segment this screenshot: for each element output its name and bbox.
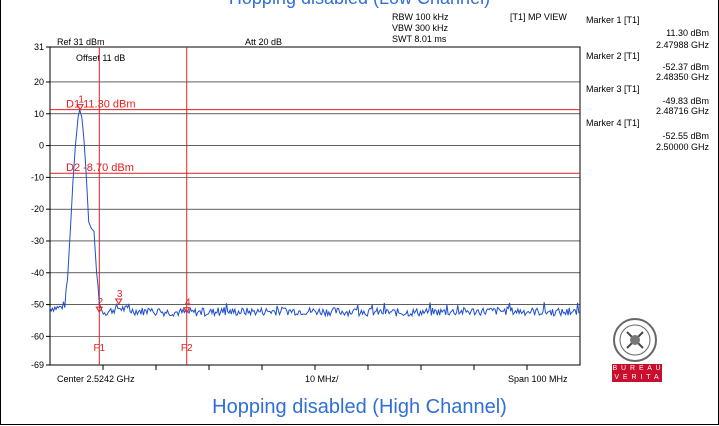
y-tick-label: -50 <box>31 300 44 310</box>
marker-4-symbol <box>182 307 191 314</box>
marker-3-label: 3 <box>117 289 123 300</box>
marker-1-level: 11.30 dBm <box>666 28 709 38</box>
mode-label: [T1] MP VIEW <box>510 12 567 22</box>
y-tick-label: 31 <box>34 42 44 52</box>
marker-3-level: -49.83 dBm <box>662 96 709 106</box>
frequency-lines: F1 F2 <box>93 47 193 365</box>
display-line-label-D2: D2 -8.70 dBm <box>66 162 134 174</box>
marker-4-freq: 2.50000 GHz <box>655 142 709 152</box>
bottom-caption: Hopping disabled (High Channel) <box>212 396 507 418</box>
y-tick-label: -30 <box>31 236 44 246</box>
marker-3-symbol <box>114 298 123 306</box>
rbw-label: RBW 100 kHz <box>392 12 449 22</box>
y-tick-label: 0 <box>39 141 44 151</box>
top-caption: Hopping disabled (Low Channel) <box>0 0 719 9</box>
frequency-line-label-F1: F1 <box>93 343 105 354</box>
marker-4-title: Marker 4 [T1] <box>586 118 640 128</box>
y-tick-label: -20 <box>31 204 44 214</box>
display-line-label-D1: D1 11.30 dBm <box>66 99 136 111</box>
center-frequency-label: Center 2.5242 GHz <box>57 374 135 384</box>
marker-3-freq: 2.48716 GHz <box>655 106 709 116</box>
marker-2-title: Marker 2 [T1] <box>586 51 640 61</box>
bureau-veritas-logo: B U R E A U V E R I T A S <box>612 364 662 390</box>
span-label: Span 100 MHz <box>508 374 568 384</box>
y-tick-label: 20 <box>34 77 44 87</box>
span-per-division-label: 10 MHz/ <box>305 374 339 384</box>
marker-2-symbol <box>95 306 104 314</box>
attenuation-label: Att 20 dB <box>245 37 283 47</box>
marker-4-label: 4 <box>185 298 191 309</box>
ref-level-label: Ref 31 dBm <box>57 37 105 47</box>
marker-2-freq: 2.48350 GHz <box>655 72 709 82</box>
marker-2-level: -52.37 dBm <box>662 62 709 72</box>
marker-2-label: 2 <box>98 297 104 308</box>
vbw-label: VBW 300 kHz <box>392 23 449 33</box>
trace-markers: 1 2 3 4 <box>76 95 191 314</box>
marker-1-symbol <box>76 104 84 111</box>
frequency-line-label-F2: F2 <box>181 343 193 354</box>
y-tick-label: -69 <box>31 360 44 370</box>
marker-1-freq: 2.47988 GHz <box>655 40 709 50</box>
plot-border <box>49 46 581 366</box>
y-tick-label: -60 <box>31 331 44 341</box>
bureau-veritas-seal-icon <box>613 318 657 362</box>
offset-label: Offset 11 dB <box>76 53 126 63</box>
marker-3-title: Marker 3 [T1] <box>586 84 640 94</box>
display-lines: D1 11.30 dBm D2 -8.70 dBm <box>50 99 580 174</box>
y-tick-label: -10 <box>31 172 44 182</box>
plot-grid <box>46 46 581 370</box>
y-tick-label: -40 <box>31 268 44 278</box>
y-tick-labels: 31 20 10 0 -10 -20 -30 -40 -50 -60 -69 <box>31 42 44 370</box>
marker-1-label: 1 <box>78 95 84 106</box>
spectrum-trace <box>49 109 581 318</box>
marker-1-title: Marker 1 [T1] <box>586 15 640 25</box>
swt-label: SWT 8.01 ms <box>392 34 447 44</box>
marker-4-level: -52.55 dBm <box>662 131 709 141</box>
y-tick-label: 10 <box>34 109 44 119</box>
